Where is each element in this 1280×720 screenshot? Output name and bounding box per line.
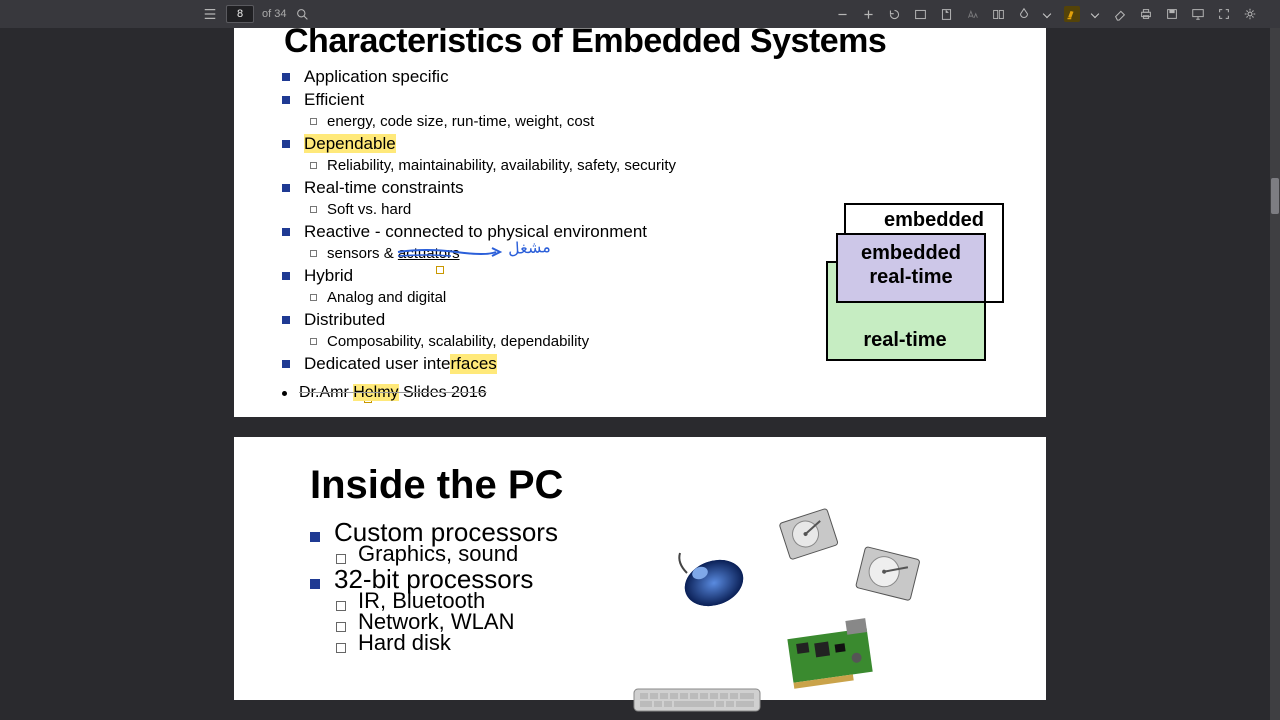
bullet: 32-bit processors bbox=[334, 568, 533, 590]
bullet: Hybrid bbox=[304, 265, 353, 287]
text-size-icon[interactable] bbox=[964, 6, 980, 22]
hand-annotation-text: مشغل bbox=[508, 237, 552, 259]
venn-label-embedded: embedded bbox=[864, 209, 1004, 232]
mouse-image bbox=[672, 545, 762, 615]
sub-bullet: Composability, scalability, dependabilit… bbox=[327, 332, 589, 352]
venn-label-realtime: real-time bbox=[840, 329, 970, 352]
zoom-out-icon[interactable] bbox=[834, 6, 850, 22]
two-page-icon[interactable] bbox=[990, 6, 1006, 22]
ink-dropdown-icon[interactable] bbox=[1043, 10, 1051, 18]
bullet: Dependable bbox=[304, 133, 396, 155]
sub-bullet: Soft vs. hard bbox=[327, 200, 411, 220]
highlight-dropdown-icon[interactable] bbox=[1091, 10, 1099, 18]
highlight-tool-icon[interactable] bbox=[1064, 6, 1080, 22]
settings-icon[interactable] bbox=[1242, 6, 1258, 22]
sub-bullet: Analog and digital bbox=[327, 288, 446, 308]
eraser-icon[interactable] bbox=[1112, 6, 1128, 22]
save-icon[interactable] bbox=[1164, 6, 1180, 22]
sub-bullet: energy, code size, run-time, weight, cos… bbox=[327, 112, 594, 132]
slide-page-2: Inside the PC Custom processors Graphics… bbox=[234, 437, 1046, 700]
page-total-label: of 34 bbox=[262, 8, 286, 20]
bullet: Application specific bbox=[304, 66, 449, 88]
slide1-title: Characteristics of Embedded Systems bbox=[284, 28, 886, 61]
slide1-footer: Dr.Amr Helmy Slides 2016 bbox=[282, 384, 487, 402]
page-number-input[interactable] bbox=[226, 5, 254, 23]
pdf-toolbar: of 34 bbox=[0, 0, 1280, 28]
sub-bullet: IR, Bluetooth bbox=[358, 591, 485, 611]
sub-bullet: Hard disk bbox=[358, 633, 451, 653]
bullet: Distributed bbox=[304, 309, 385, 331]
bullet: Reactive - connected to physical environ… bbox=[304, 221, 647, 243]
page-view-icon[interactable] bbox=[938, 6, 954, 22]
venn-label-both: embeddedreal-time bbox=[846, 241, 976, 289]
pcb-card-image bbox=[778, 615, 888, 695]
hdd-image-2 bbox=[849, 545, 929, 610]
ink-tool-icon[interactable] bbox=[1016, 6, 1032, 22]
bullet: Dedicated user interfaces bbox=[304, 353, 497, 375]
search-icon[interactable] bbox=[294, 6, 310, 22]
fullscreen-icon[interactable] bbox=[1216, 6, 1232, 22]
slide-page-1: Characteristics of Embedded Systems Appl… bbox=[234, 28, 1046, 417]
hand-annotation-arrow bbox=[396, 244, 506, 260]
note-marker-icon[interactable] bbox=[436, 266, 444, 274]
slide2-title: Inside the PC bbox=[310, 463, 563, 508]
slide2-bullets: Custom processors Graphics, sound 32-bit… bbox=[310, 521, 558, 654]
print-icon[interactable] bbox=[1138, 6, 1154, 22]
scrollbar-thumb[interactable] bbox=[1271, 178, 1279, 214]
sub-bullet: Network, WLAN bbox=[358, 612, 514, 632]
bullet: Real-time constraints bbox=[304, 177, 464, 199]
bullet: Efficient bbox=[304, 89, 364, 111]
venn-diagram: embedded embeddedreal-time real-time bbox=[826, 203, 1006, 363]
bullet: Custom processors bbox=[334, 521, 558, 543]
scrollbar-track[interactable] bbox=[1270, 28, 1280, 720]
rotate-icon[interactable] bbox=[886, 6, 902, 22]
slide1-bullets: Application specific Efficient energy, c… bbox=[282, 66, 676, 376]
zoom-in-icon[interactable] bbox=[860, 6, 876, 22]
sidebar-toggle-icon[interactable] bbox=[202, 6, 218, 22]
document-viewport[interactable]: Characteristics of Embedded Systems Appl… bbox=[0, 28, 1280, 720]
present-icon[interactable] bbox=[1190, 6, 1206, 22]
sub-bullet: Reliability, maintainability, availabili… bbox=[327, 156, 676, 176]
hdd-image-1 bbox=[774, 505, 844, 565]
keyboard-image bbox=[632, 685, 762, 715]
sub-bullet: Graphics, sound bbox=[358, 544, 518, 564]
fit-page-icon[interactable] bbox=[912, 6, 928, 22]
